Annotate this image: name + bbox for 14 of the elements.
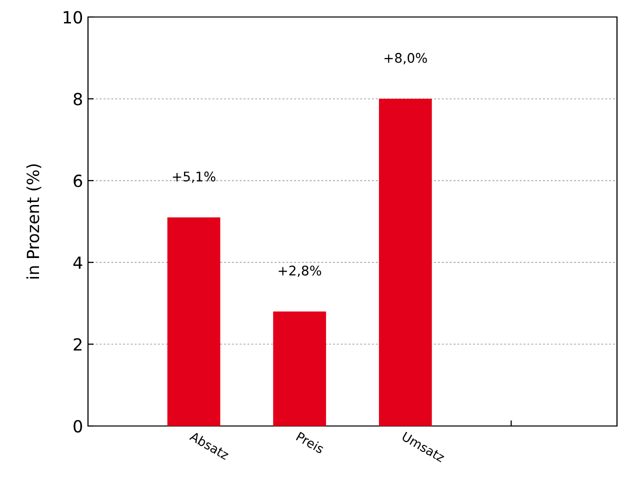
bar	[273, 311, 326, 426]
y-tick-label: 6	[74, 174, 82, 188]
y-tick-label: 10	[64, 10, 82, 24]
data-label: +2,8%	[278, 266, 322, 277]
bar	[378, 98, 432, 426]
bar	[167, 217, 220, 426]
y-tick-label: 0	[74, 420, 82, 433]
y-tick-label: 8	[74, 92, 82, 106]
data-label: +8,0%	[384, 52, 427, 64]
y-axis-title: in Prozent (%)	[26, 164, 42, 279]
data-label: +5,1%	[172, 172, 216, 183]
y-tick-label: 4	[73, 256, 82, 269]
x-tick-label: Preis	[296, 431, 325, 454]
y-tick-label: 2	[74, 338, 82, 351]
